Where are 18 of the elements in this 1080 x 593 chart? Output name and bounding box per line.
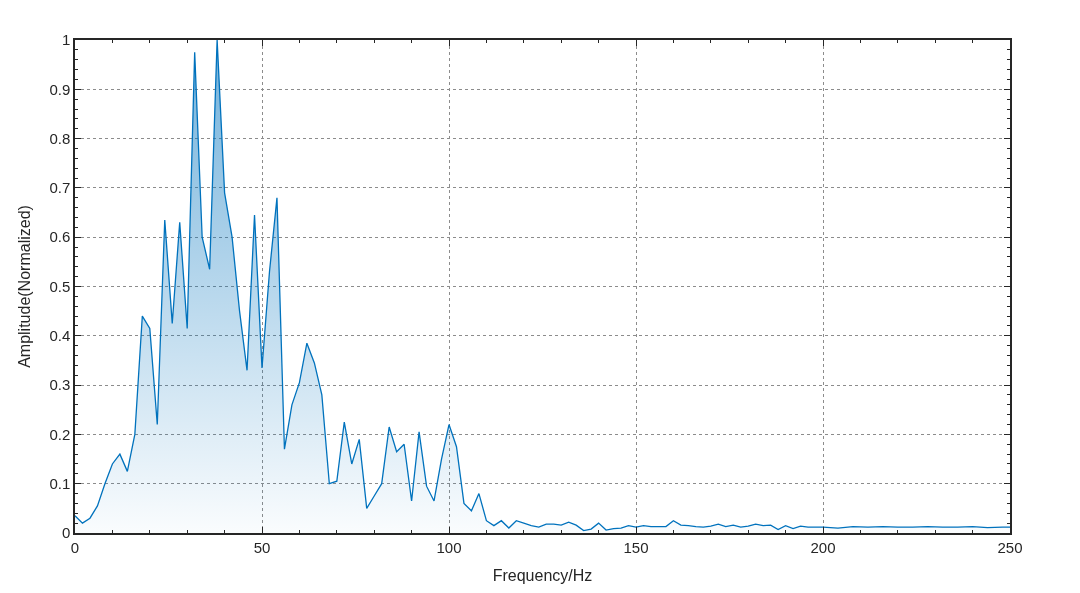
x-tick-label: 100 <box>436 538 462 556</box>
y-tick-label: 0.4 <box>49 327 71 345</box>
x-axis-title: Frequency/Hz <box>492 566 593 584</box>
y-tick-label: 1 <box>61 31 71 49</box>
x-tick-label: 250 <box>997 538 1023 556</box>
y-tick-label: 0 <box>61 524 71 542</box>
y-tick-label: 0.6 <box>49 228 71 246</box>
y-tick-label: 0.1 <box>49 474 71 492</box>
y-tick-label: 0.2 <box>49 425 71 443</box>
y-tick-label: 0.5 <box>49 277 71 295</box>
x-tick-label: 200 <box>810 538 836 556</box>
y-tick-label: 0.3 <box>49 376 71 394</box>
x-tick-label: 50 <box>253 538 271 556</box>
y-tick-label: 0.7 <box>49 179 71 197</box>
y-tick-label: 0.9 <box>49 80 71 98</box>
x-tick-label: 150 <box>623 538 649 556</box>
y-tick-label: 0.8 <box>49 129 71 147</box>
y-axis-title: Amplitude(Normalized) <box>15 205 33 368</box>
